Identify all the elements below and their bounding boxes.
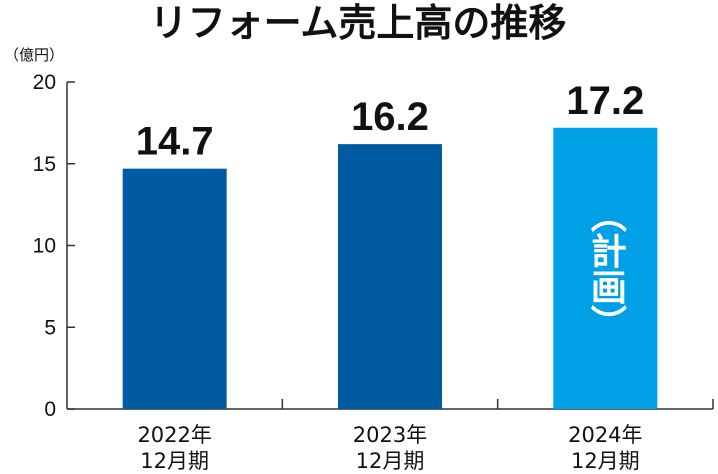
bar (553, 127, 658, 409)
y-tick-label: 0 (44, 398, 56, 421)
y-axis-unit-label: （億円） (4, 46, 64, 64)
x-category-label: 2022年 (137, 423, 211, 447)
bar (122, 168, 227, 409)
x-category-label: 12月期 (571, 449, 640, 473)
y-tick-label: 20 (33, 71, 56, 94)
y-tick-label: 15 (33, 153, 56, 176)
x-category-label: 2024年 (568, 423, 642, 447)
y-axis: 0 5 10 15 20 (33, 71, 75, 421)
bar-value-label: 17.2 (566, 79, 644, 123)
bar-value-label: 16.2 (351, 95, 429, 139)
bar-value-label: 14.7 (136, 120, 214, 164)
x-category-label: 12月期 (140, 449, 209, 473)
chart-title: リフォーム売上高の推移 (150, 1, 567, 45)
bars: 14.7 16.2 17.2 （計画） (122, 79, 658, 409)
x-category-label: 2023年 (353, 423, 427, 447)
y-tick-label: 5 (44, 316, 56, 339)
x-category-label: 12月期 (356, 449, 425, 473)
bar-annotation: （計画） (585, 196, 627, 340)
bar (338, 144, 442, 409)
y-tick-label: 10 (33, 235, 56, 258)
